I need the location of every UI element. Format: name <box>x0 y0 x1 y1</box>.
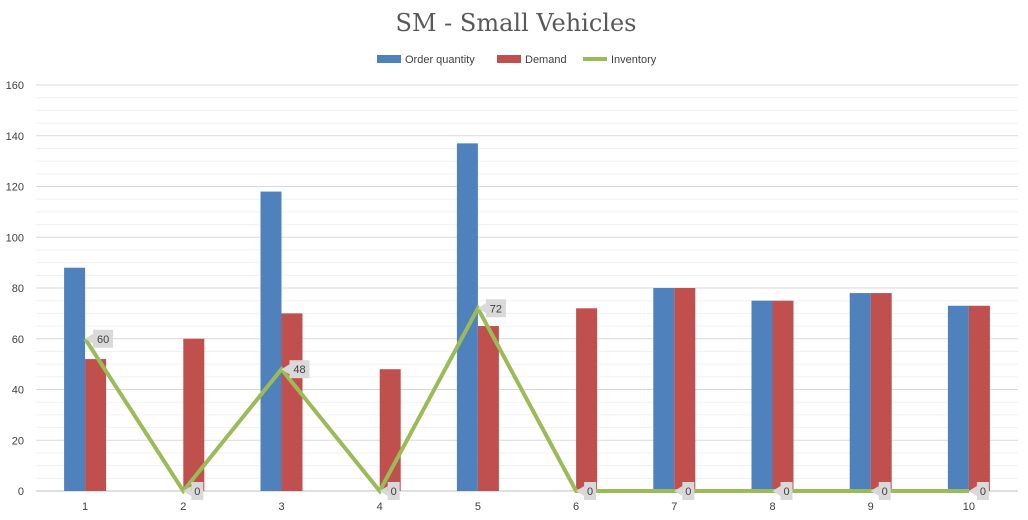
bar-demand <box>85 359 107 491</box>
data-label-pointer <box>674 486 683 496</box>
bar-order-quantity <box>653 288 675 491</box>
data-labels: 60 0 48 0 72 0 0 0 0 0 <box>85 299 989 500</box>
x-tick-label: 10 <box>963 501 975 513</box>
data-label-box <box>387 482 400 500</box>
data-label-text: 0 <box>391 486 397 498</box>
bar-order-quantity <box>456 143 478 492</box>
bar-order-quantity <box>751 300 773 491</box>
x-tick-label: 7 <box>671 501 677 513</box>
data-label: 0 <box>183 482 204 500</box>
bar-order-quantity <box>947 305 969 491</box>
data-label-pointer <box>379 486 388 496</box>
bar-demand <box>674 288 696 491</box>
bar-demand <box>576 308 598 491</box>
y-tick-label: 20 <box>12 435 24 447</box>
data-label-pointer <box>85 333 94 344</box>
data-label-text: 0 <box>783 486 789 498</box>
bar-demand <box>870 293 892 491</box>
data-label-pointer <box>772 486 781 496</box>
data-label: 60 <box>85 329 114 348</box>
data-label-box <box>93 329 114 348</box>
chart-title: SM - Small Vehicles <box>396 9 637 37</box>
data-label-box <box>682 482 695 500</box>
data-label-text: 60 <box>97 334 109 346</box>
y-tick-label: 100 <box>6 232 24 244</box>
data-label: 0 <box>772 482 793 500</box>
legend-swatch <box>497 55 521 63</box>
bar-order-quantity <box>64 267 86 491</box>
x-tick-label: 6 <box>573 501 579 513</box>
data-label-box <box>485 299 506 318</box>
bars <box>64 143 990 492</box>
y-tick-label: 140 <box>6 131 24 143</box>
data-label-box <box>976 482 989 500</box>
data-label-pointer <box>968 486 977 496</box>
inventory-line <box>83 304 969 495</box>
x-tick-label: 1 <box>82 501 88 513</box>
data-label-text: 0 <box>587 486 593 498</box>
data-label-text: 48 <box>293 364 305 376</box>
y-tick-label: 40 <box>12 385 24 397</box>
y-axis-ticks: 0 20 40 60 80 100 120 140 160 <box>6 80 24 498</box>
data-label: 72 <box>477 299 506 318</box>
data-label-text: 0 <box>882 486 888 498</box>
bar-order-quantity <box>849 293 871 491</box>
data-label: 0 <box>968 482 989 500</box>
data-label-pointer <box>870 486 879 496</box>
legend-item: Demand <box>497 54 567 66</box>
y-tick-label: 60 <box>12 334 24 346</box>
x-tick-label: 2 <box>180 501 186 513</box>
x-tick-label: 8 <box>769 501 775 513</box>
data-label: 0 <box>674 482 695 500</box>
legend-label: Order quantity <box>405 54 475 66</box>
data-label-text: 72 <box>490 303 502 315</box>
data-label: 0 <box>379 482 400 500</box>
legend-label: Demand <box>525 54 567 66</box>
data-label-box <box>780 482 793 500</box>
y-tick-label: 160 <box>6 80 24 92</box>
data-label-pointer <box>576 486 585 496</box>
bar-demand <box>477 326 499 491</box>
bar-demand <box>772 300 794 491</box>
bar-order-quantity <box>260 191 282 491</box>
data-label-box <box>289 360 310 379</box>
line-inventory <box>83 304 969 495</box>
data-label: 0 <box>870 482 891 500</box>
legend: Order quantity Demand Inventory <box>377 54 657 66</box>
y-tick-label: 80 <box>12 283 24 295</box>
y-tick-label: 120 <box>6 182 24 194</box>
bar-demand <box>183 338 205 491</box>
legend-swatch <box>377 55 401 63</box>
x-tick-label: 4 <box>377 501 383 513</box>
data-label-box <box>191 482 204 500</box>
data-label-text: 0 <box>685 486 691 498</box>
data-label-box <box>584 482 597 500</box>
y-tick-label: 0 <box>18 486 24 498</box>
data-label-pointer <box>477 303 486 314</box>
data-label: 0 <box>576 482 597 500</box>
bar-demand <box>968 305 990 491</box>
legend-item: Inventory <box>583 54 657 66</box>
x-tick-label: 3 <box>278 501 284 513</box>
bar-demand <box>281 313 303 491</box>
data-label-text: 0 <box>194 486 200 498</box>
x-tick-label: 9 <box>868 501 874 513</box>
data-label-text: 0 <box>980 486 986 498</box>
x-axis-ticks: 1 2 3 4 5 6 7 8 9 10 <box>82 501 975 513</box>
x-tick-label: 5 <box>475 501 481 513</box>
legend-item: Order quantity <box>377 54 475 66</box>
legend-label: Inventory <box>611 54 657 66</box>
data-label: 48 <box>281 360 310 379</box>
data-label-pointer <box>183 486 192 496</box>
data-label-box <box>878 482 891 500</box>
data-label-pointer <box>281 364 290 375</box>
